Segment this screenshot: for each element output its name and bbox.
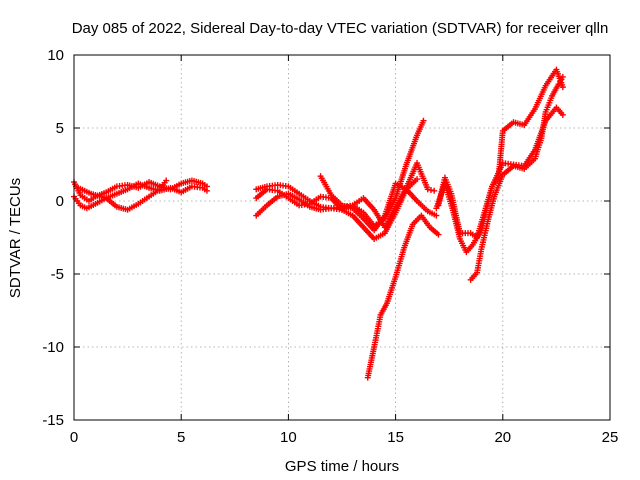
data-points (71, 66, 566, 381)
x-tick-labels: 0 5 10 15 20 25 (70, 429, 619, 446)
series-arc3 (75, 177, 170, 213)
data-point-marker (427, 187, 434, 194)
series-arc2 (71, 180, 210, 212)
data-point (163, 177, 170, 184)
y-tick-label: 10 (47, 47, 64, 64)
x-tick-label: 5 (177, 429, 185, 446)
series-arc8 (364, 212, 442, 381)
data-point (203, 187, 210, 194)
data-point (431, 187, 438, 194)
plot-frame (73, 54, 611, 421)
x-tick-label: 25 (602, 429, 619, 446)
y-axis-label: SDTVAR / TECUs (7, 178, 24, 298)
y-tick-label: 5 (56, 120, 64, 137)
y-tick-label: -5 (51, 266, 64, 283)
data-point (559, 84, 566, 91)
series-arc7 (317, 173, 440, 234)
data-point (435, 231, 442, 238)
data-point (559, 73, 566, 80)
data-point (433, 212, 440, 219)
data-point (420, 117, 427, 124)
x-tick-label: 10 (280, 429, 297, 446)
x-axis-label: GPS time / hours (285, 458, 399, 475)
x-tick-label: 0 (70, 429, 78, 446)
x-tick-label: 20 (494, 429, 511, 446)
chart-title: Day 085 of 2022, Sidereal Day-to-day VTE… (72, 20, 609, 37)
data-point (559, 111, 566, 118)
data-point (414, 176, 421, 183)
axis-ticks (73, 54, 611, 421)
y-tick-label: -10 (42, 339, 64, 356)
data-point (424, 186, 431, 193)
series-arc6 (253, 160, 438, 231)
grid (74, 55, 610, 420)
series-arc11 (467, 73, 566, 283)
y-tick-labels: -15 -10 -5 0 5 10 (42, 47, 64, 429)
y-tick-label: 0 (56, 193, 64, 210)
y-tick-label: -15 (42, 412, 64, 429)
x-tick-label: 15 (387, 429, 404, 446)
